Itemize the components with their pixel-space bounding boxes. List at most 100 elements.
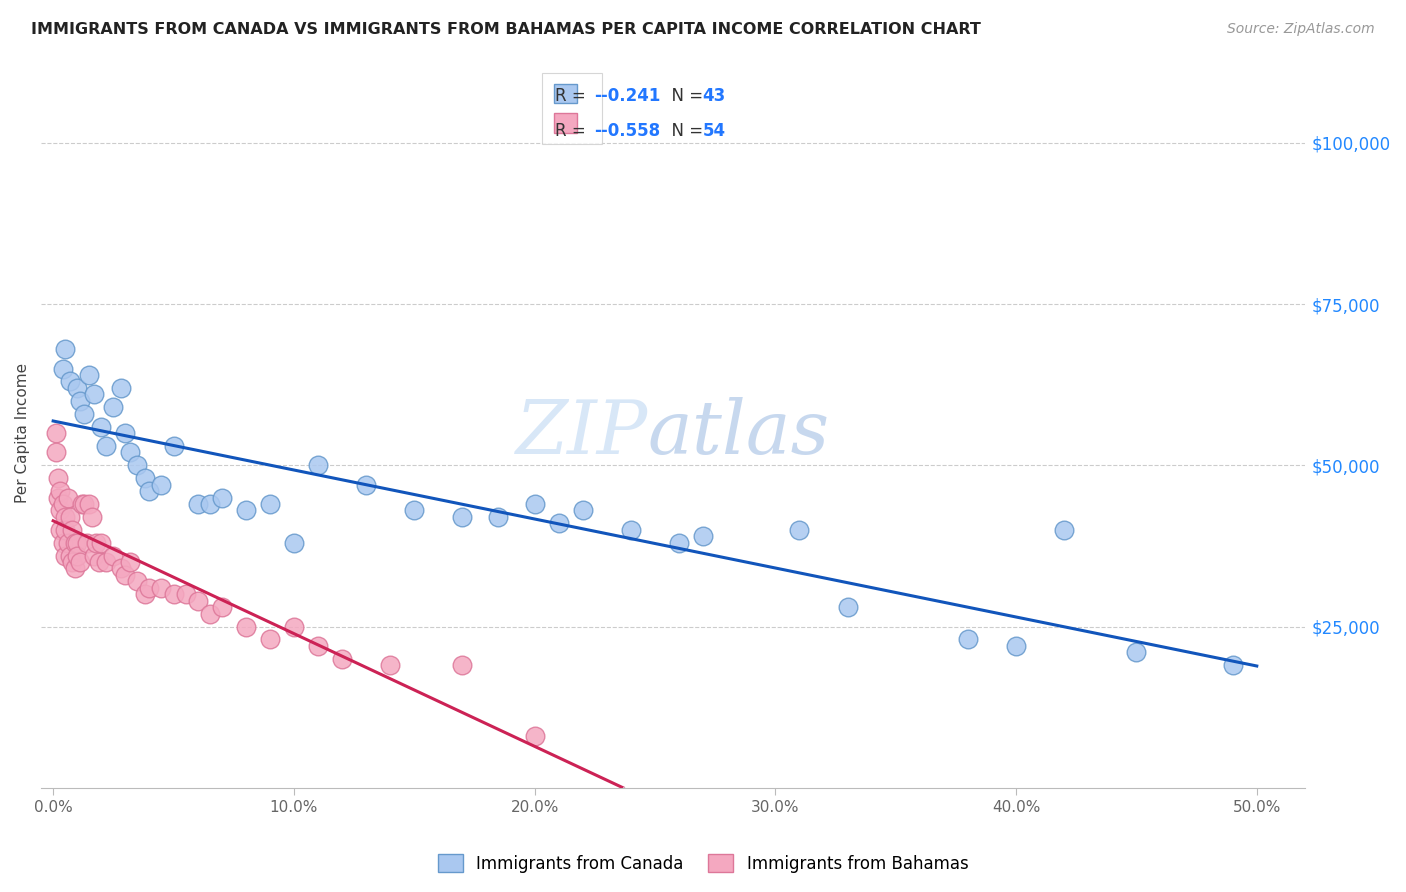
- Point: [77, 368, 100, 382]
- Point: [110, 381, 132, 395]
- Point: [86, 535, 108, 549]
- Point: [53, 343, 76, 357]
- Point: [134, 587, 156, 601]
- Point: [66, 381, 89, 395]
- Text: N =: N =: [661, 122, 709, 140]
- Point: [73, 407, 96, 421]
- Point: [283, 535, 305, 549]
- Point: [66, 535, 89, 549]
- Point: [235, 619, 257, 633]
- Point: [56, 491, 79, 505]
- Point: [56, 535, 79, 549]
- Legend: Immigrants from Canada, Immigrants from Bahamas: Immigrants from Canada, Immigrants from …: [430, 847, 976, 880]
- Point: [52, 497, 75, 511]
- Point: [488, 509, 510, 524]
- Point: [59, 549, 82, 563]
- Point: [523, 497, 546, 511]
- Text: R =: R =: [555, 122, 591, 140]
- Point: [59, 375, 82, 389]
- Point: [83, 387, 105, 401]
- Point: [404, 503, 426, 517]
- Point: [547, 516, 569, 531]
- Point: [63, 561, 86, 575]
- Point: [77, 497, 100, 511]
- Text: atlas: atlas: [648, 397, 830, 469]
- Point: [94, 439, 117, 453]
- Point: [174, 587, 197, 601]
- Point: [1053, 523, 1076, 537]
- Text: N =: N =: [661, 87, 709, 104]
- Point: [380, 658, 402, 673]
- Point: [120, 445, 142, 459]
- Point: [45, 445, 67, 459]
- Point: [162, 439, 184, 453]
- Point: [53, 509, 76, 524]
- Point: [73, 497, 96, 511]
- Point: [198, 497, 221, 511]
- Text: --0.241: --0.241: [595, 87, 661, 104]
- Text: 43: 43: [703, 87, 725, 104]
- Point: [53, 549, 76, 563]
- Point: [138, 484, 160, 499]
- Point: [114, 426, 136, 441]
- Point: [523, 729, 546, 743]
- Point: [66, 549, 89, 563]
- Point: [620, 523, 643, 537]
- Point: [259, 632, 281, 647]
- Point: [354, 477, 377, 491]
- Point: [63, 535, 86, 549]
- Point: [307, 458, 329, 473]
- Point: [59, 509, 82, 524]
- Point: [53, 523, 76, 537]
- Point: [307, 639, 329, 653]
- Point: [49, 484, 72, 499]
- Point: [87, 555, 110, 569]
- Point: [138, 581, 160, 595]
- Point: [94, 555, 117, 569]
- Point: [90, 535, 112, 549]
- Point: [46, 491, 69, 505]
- Point: [211, 491, 233, 505]
- Text: --0.558: --0.558: [595, 122, 661, 140]
- Point: [789, 523, 811, 537]
- Point: [235, 503, 257, 517]
- Point: [283, 619, 305, 633]
- Text: 54: 54: [703, 122, 725, 140]
- Point: [103, 549, 125, 563]
- Point: [837, 600, 859, 615]
- Point: [83, 549, 105, 563]
- Point: [49, 523, 72, 537]
- Point: [1125, 645, 1147, 659]
- Point: [90, 419, 112, 434]
- Point: [187, 593, 209, 607]
- Point: [52, 535, 75, 549]
- Point: [211, 600, 233, 615]
- Point: [198, 607, 221, 621]
- Point: [692, 529, 714, 543]
- Point: [69, 393, 91, 408]
- Point: [187, 497, 209, 511]
- Point: [330, 652, 353, 666]
- Point: [571, 503, 593, 517]
- Text: R =: R =: [555, 87, 591, 104]
- Point: [451, 509, 474, 524]
- Point: [70, 497, 93, 511]
- Point: [956, 632, 979, 647]
- Point: [110, 561, 132, 575]
- Point: [60, 523, 83, 537]
- Point: [259, 497, 281, 511]
- Point: [451, 658, 474, 673]
- Point: [52, 361, 75, 376]
- Point: [1005, 639, 1028, 653]
- Point: [1222, 658, 1244, 673]
- Point: [76, 535, 98, 549]
- Point: [668, 535, 690, 549]
- Point: [49, 503, 72, 517]
- Legend: , : ,: [541, 72, 602, 145]
- Point: [80, 509, 103, 524]
- Point: [127, 574, 149, 589]
- Point: [134, 471, 156, 485]
- Y-axis label: Per Capita Income: Per Capita Income: [15, 363, 30, 503]
- Text: Source: ZipAtlas.com: Source: ZipAtlas.com: [1227, 22, 1375, 37]
- Point: [46, 471, 69, 485]
